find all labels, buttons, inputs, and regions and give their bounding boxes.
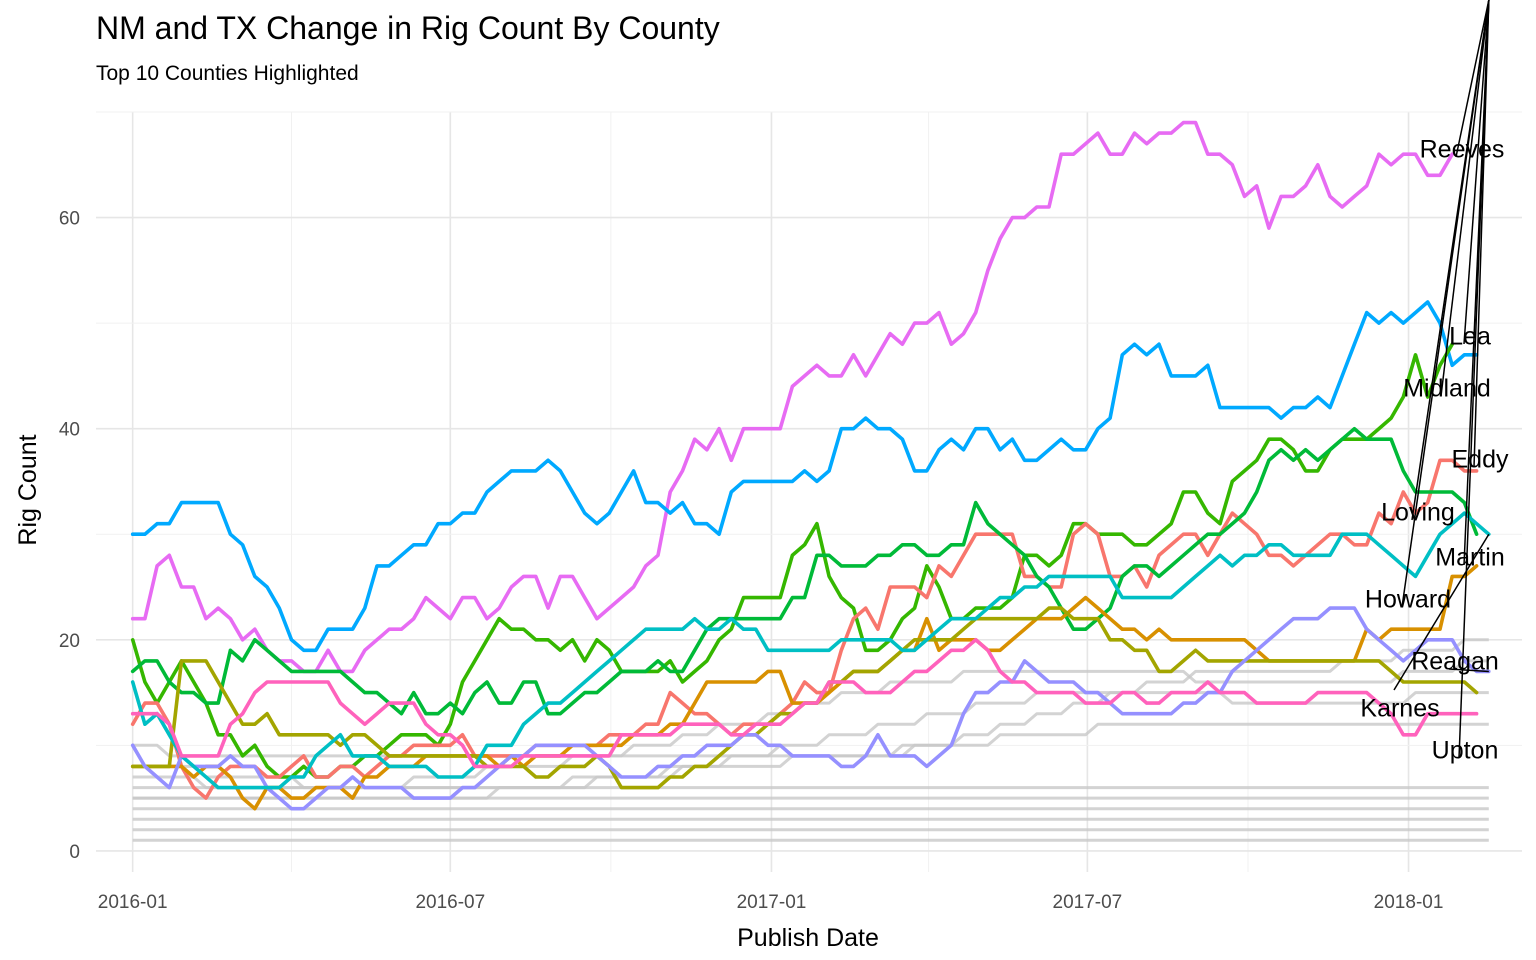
- axis-tick-labels: 2016-01 2016-07 2017-01 2017-07 2018-01 0 20 40…: [59, 209, 1444, 913]
- series-label-loving: Loving: [1381, 499, 1455, 527]
- grid-lines: [96, 111, 1522, 872]
- y-tick-label: 0: [69, 842, 80, 863]
- y-tick-label: 60: [59, 209, 80, 230]
- series-line-lea: [130, 300, 1479, 653]
- x-tick-label: 2017-01: [737, 892, 807, 913]
- series-label-martin: Martin: [1435, 544, 1504, 572]
- x-tick-label: 2016-07: [415, 892, 485, 913]
- label-leader-midland: [1440, 0, 1490, 397]
- chart-subtitle: Top 10 Counties Highlighted: [96, 62, 359, 85]
- series-label-lea: Lea: [1449, 323, 1491, 351]
- series-line-reeves: [130, 120, 1454, 674]
- label-leader-upton: [1458, 0, 1490, 759]
- highlighted-series-group: [130, 120, 1491, 811]
- series-label-howard: Howard: [1365, 586, 1451, 614]
- label-leader-lea: [1463, 0, 1490, 345]
- x-tick-label: 2017-07: [1053, 892, 1123, 913]
- series-line-loving: [130, 426, 1479, 716]
- label-leader-reagan: [1448, 668, 1489, 673]
- series-label-eddy: Eddy: [1452, 446, 1509, 474]
- series-label-midland: Midland: [1403, 375, 1491, 403]
- label-leader-reeves: [1455, 0, 1490, 158]
- series-line-reagan: [130, 606, 1491, 811]
- series-label-karnes: Karnes: [1360, 695, 1439, 723]
- x-tick-label: 2018-01: [1374, 892, 1444, 913]
- y-tick-label: 20: [59, 631, 80, 652]
- series-label-reagan: Reagan: [1411, 648, 1499, 676]
- label-leader-karnes: [1393, 533, 1490, 691]
- x-axis-label: Publish Date: [737, 924, 879, 952]
- chart-title: NM and TX Change in Rig Count By County: [96, 10, 720, 46]
- series-line-karnes: [130, 511, 1491, 790]
- series-labels: Reeves Lea Midland Eddy Loving Martin Howard Re…: [1360, 0, 1509, 765]
- series-label-upton: Upton: [1432, 737, 1499, 765]
- series-line-upton: [130, 638, 1479, 769]
- y-axis-label: Rig Count: [14, 434, 42, 545]
- series-label-reeves: Reeves: [1420, 136, 1505, 164]
- label-leader-howard: [1401, 0, 1490, 608]
- x-tick-label: 2016-01: [98, 892, 168, 913]
- y-tick-label: 40: [59, 420, 80, 441]
- series-line-eddy: [130, 458, 1479, 800]
